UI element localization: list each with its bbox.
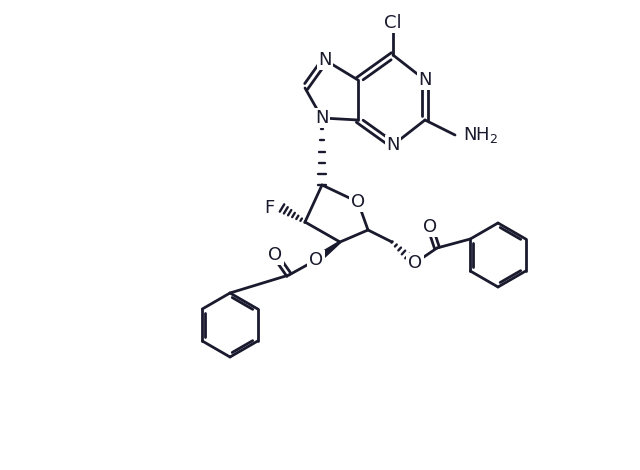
Text: N: N xyxy=(419,71,432,89)
Text: N: N xyxy=(318,51,332,69)
Text: N: N xyxy=(316,109,329,127)
Text: NH$_2$: NH$_2$ xyxy=(463,125,499,145)
Text: O: O xyxy=(351,193,365,211)
Text: O: O xyxy=(309,251,323,269)
Polygon shape xyxy=(314,242,340,263)
Text: O: O xyxy=(423,218,437,236)
Text: O: O xyxy=(268,246,282,264)
Text: O: O xyxy=(408,254,422,272)
Text: Cl: Cl xyxy=(384,14,402,32)
Text: F: F xyxy=(264,199,274,217)
Text: N: N xyxy=(387,136,400,154)
